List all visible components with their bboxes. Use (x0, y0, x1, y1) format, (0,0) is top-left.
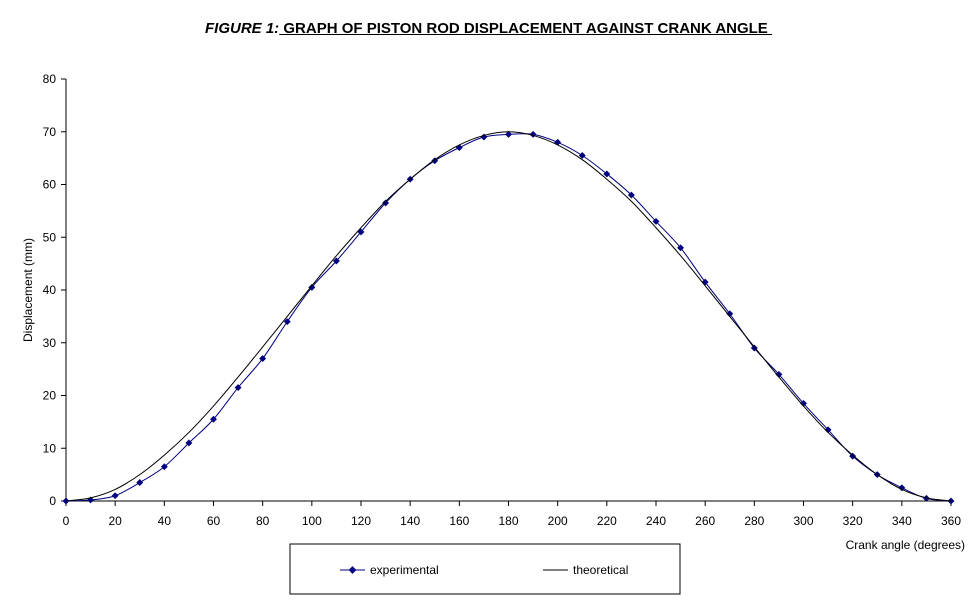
series-theoretical (65, 131, 952, 502)
x-tick-label: 160 (449, 514, 469, 528)
data-point (627, 191, 635, 199)
y-tick-label: 70 (43, 125, 57, 139)
axes: 0 10 20 30 40 50 60 70 80 0 20 40 60 80 100 120 140 160 18… (43, 72, 962, 528)
y-tick-label: 50 (43, 230, 57, 244)
data-point (603, 170, 611, 178)
series-line-theoretical (65, 131, 952, 502)
data-point (160, 463, 168, 471)
data-point (111, 492, 119, 500)
series-line-experimental (65, 133, 952, 502)
y-axis-label: Displacement (mm) (21, 238, 35, 342)
x-tick-label: 220 (597, 514, 617, 528)
data-point (259, 355, 267, 363)
x-tick-label: 300 (793, 514, 813, 528)
x-tick-label: 200 (548, 514, 568, 528)
x-tick-label: 120 (351, 514, 371, 528)
x-tick-label: 340 (892, 514, 912, 528)
legend-label: experimental (370, 563, 439, 577)
data-point (382, 199, 390, 207)
x-tick-label: 140 (400, 514, 420, 528)
x-tick-label: 0 (63, 514, 70, 528)
data-point (677, 244, 685, 252)
series-experimental (62, 130, 955, 505)
legend: experimental theoretical (289, 543, 681, 595)
x-tick-label: 60 (207, 514, 221, 528)
y-tick-label: 80 (43, 72, 57, 86)
x-tick-label: 100 (302, 514, 322, 528)
x-tick-label: 80 (256, 514, 270, 528)
legend-item-theoretical: theoretical (543, 563, 628, 577)
x-tick-label: 320 (843, 514, 863, 528)
y-tick-label: 10 (43, 441, 57, 455)
data-point (849, 452, 857, 460)
x-tick-label: 240 (646, 514, 666, 528)
data-point (504, 130, 513, 138)
legend-item-experimental: experimental (340, 563, 439, 577)
data-point (357, 228, 365, 236)
data-point (308, 283, 316, 291)
x-tick-label: 280 (744, 514, 764, 528)
data-point (185, 439, 193, 447)
y-tick-label: 60 (43, 178, 57, 192)
data-point (87, 496, 95, 504)
legend-items: experimental theoretical (340, 563, 628, 577)
data-point (234, 384, 242, 392)
data-point (136, 478, 144, 487)
chart-title: FIGURE 1: GRAPH OF PISTON ROD DISPLACEME… (0, 20, 977, 37)
y-tick-label: 0 (49, 494, 56, 508)
y-tick-label: 30 (43, 336, 57, 350)
x-tick-label: 260 (695, 514, 715, 528)
data-point (283, 318, 291, 326)
data-point (652, 217, 660, 225)
x-axis-label: Crank angle (degrees) (846, 538, 965, 552)
data-point (332, 257, 340, 265)
x-tick-label: 360 (941, 514, 961, 528)
x-tick-label: 20 (108, 514, 122, 528)
data-point (898, 484, 906, 492)
chart-title-main: GRAPH OF PISTON ROD DISPLACEMENT AGAINST… (279, 20, 772, 37)
chart-title-prefix: FIGURE 1: (205, 20, 280, 37)
legend-label: theoretical (573, 563, 628, 577)
y-tick-label: 20 (43, 389, 57, 403)
series-layer (62, 130, 955, 505)
data-point (209, 415, 218, 423)
x-tick-label: 180 (498, 514, 518, 528)
x-tick-label: 40 (158, 514, 172, 528)
legend-swatch-marker (348, 566, 357, 574)
data-point (578, 151, 586, 160)
y-tick-label: 40 (43, 283, 57, 297)
